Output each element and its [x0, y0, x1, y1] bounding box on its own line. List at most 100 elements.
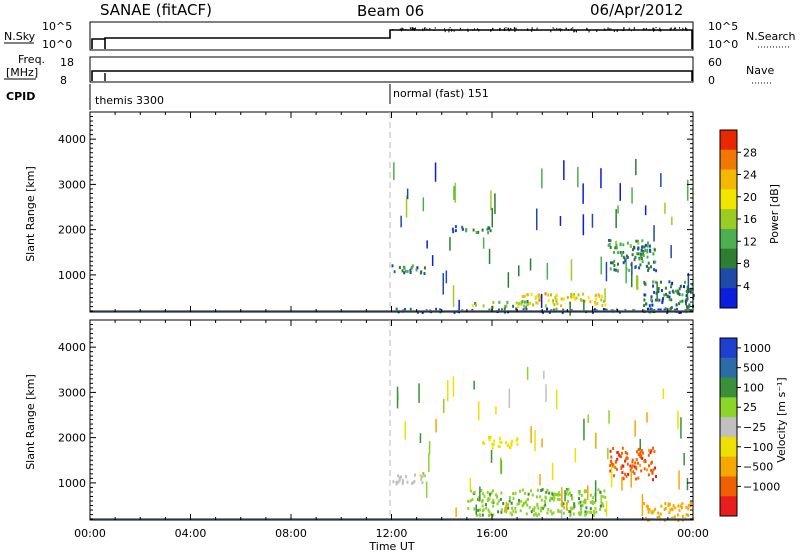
data-cell	[451, 227, 454, 231]
colorbar-segment	[720, 209, 737, 230]
power-cbar-label: Power [dB]	[768, 184, 781, 244]
data-cell	[652, 509, 655, 513]
data-cell	[423, 272, 426, 276]
data-cell	[593, 501, 596, 505]
colorbar-tick-label: 25	[743, 401, 757, 414]
data-cell	[609, 239, 612, 243]
data-cell	[615, 243, 618, 247]
data-cell	[650, 298, 653, 302]
nsearch-dot	[508, 28, 510, 30]
data-cell	[670, 283, 673, 287]
data-cell	[622, 476, 625, 480]
nsearch-dot	[670, 27, 672, 30]
nsearch-dot	[675, 27, 677, 29]
data-streak	[662, 388, 665, 400]
data-cell	[647, 269, 650, 272]
data-cell	[659, 308, 662, 312]
data-cell	[621, 471, 624, 475]
data-streak	[418, 383, 420, 403]
data-streak	[490, 449, 493, 463]
data-cell	[544, 503, 547, 507]
data-cell	[666, 311, 669, 315]
data-cell	[667, 504, 670, 508]
data-streak	[490, 190, 492, 211]
data-cell	[500, 508, 503, 512]
data-cell	[642, 249, 645, 253]
nsearch-dot	[574, 29, 576, 32]
data-cell	[526, 302, 529, 306]
data-cell	[539, 495, 542, 499]
data-cell	[649, 307, 652, 311]
data-cell	[594, 506, 597, 510]
nsky-right-tick-top: 10^5	[708, 20, 738, 33]
data-cell	[514, 510, 517, 514]
data-cell	[525, 307, 528, 311]
freq-trace	[91, 70, 693, 81]
nsearch-dot	[448, 29, 450, 33]
data-cell	[646, 468, 648, 472]
data-cell	[668, 291, 671, 295]
data-cell	[613, 250, 615, 254]
data-cell	[642, 254, 645, 258]
data-cell	[568, 510, 571, 513]
data-cell	[563, 506, 566, 510]
data-cell	[583, 299, 586, 303]
data-cell	[641, 245, 644, 249]
data-streak	[591, 213, 594, 228]
data-cell	[597, 293, 600, 297]
data-streak	[536, 208, 538, 231]
data-cell	[614, 246, 617, 250]
data-cell	[587, 296, 590, 300]
data-cell	[685, 513, 688, 517]
data-cell	[514, 506, 517, 510]
data-cell	[493, 439, 496, 443]
data-cell	[400, 475, 403, 479]
data-streak	[518, 265, 520, 277]
nsearch-dot	[653, 29, 654, 32]
data-cell	[540, 489, 543, 492]
data-cell	[454, 225, 457, 229]
data-cell	[580, 504, 583, 508]
data-cell	[515, 438, 518, 442]
data-cell	[496, 502, 499, 506]
y-tick-label: 4000	[58, 341, 86, 354]
data-cell	[550, 293, 552, 297]
data-streak	[656, 281, 658, 302]
nsearch-dot	[405, 28, 407, 31]
data-cell	[647, 510, 650, 514]
data-cell	[650, 510, 653, 514]
nsearch-dot	[424, 27, 426, 29]
data-cell	[641, 451, 644, 455]
freq-panel-frame	[89, 56, 694, 83]
data-cell	[508, 499, 511, 503]
nsearch-dot	[409, 27, 411, 29]
data-cell	[566, 489, 569, 493]
data-cell	[643, 280, 646, 284]
data-cell	[649, 451, 652, 455]
data-streak	[422, 197, 425, 212]
nsearch-dot	[411, 27, 413, 31]
nsearch-dot	[660, 29, 662, 32]
data-cell	[585, 506, 588, 510]
data-streak	[610, 465, 613, 488]
x-tick-label: 12:00	[376, 527, 408, 540]
data-cell	[664, 286, 667, 290]
data-streak	[604, 288, 606, 302]
data-cell	[391, 264, 394, 268]
data-cell	[619, 250, 622, 254]
nsearch-dot	[628, 27, 630, 31]
data-cell	[397, 480, 400, 484]
data-cell	[651, 460, 653, 464]
nsearch-dot	[576, 29, 577, 33]
data-cell	[629, 464, 632, 468]
nsearch-dot	[604, 28, 606, 31]
data-cell	[578, 497, 580, 500]
data-streak	[635, 158, 637, 176]
data-streak	[507, 272, 510, 288]
data-cell	[651, 303, 654, 307]
data-cell	[622, 243, 625, 247]
data-cell	[615, 467, 618, 471]
nsearch-dot	[631, 29, 632, 32]
colorbar-segment	[720, 456, 737, 477]
data-streak	[495, 406, 497, 415]
